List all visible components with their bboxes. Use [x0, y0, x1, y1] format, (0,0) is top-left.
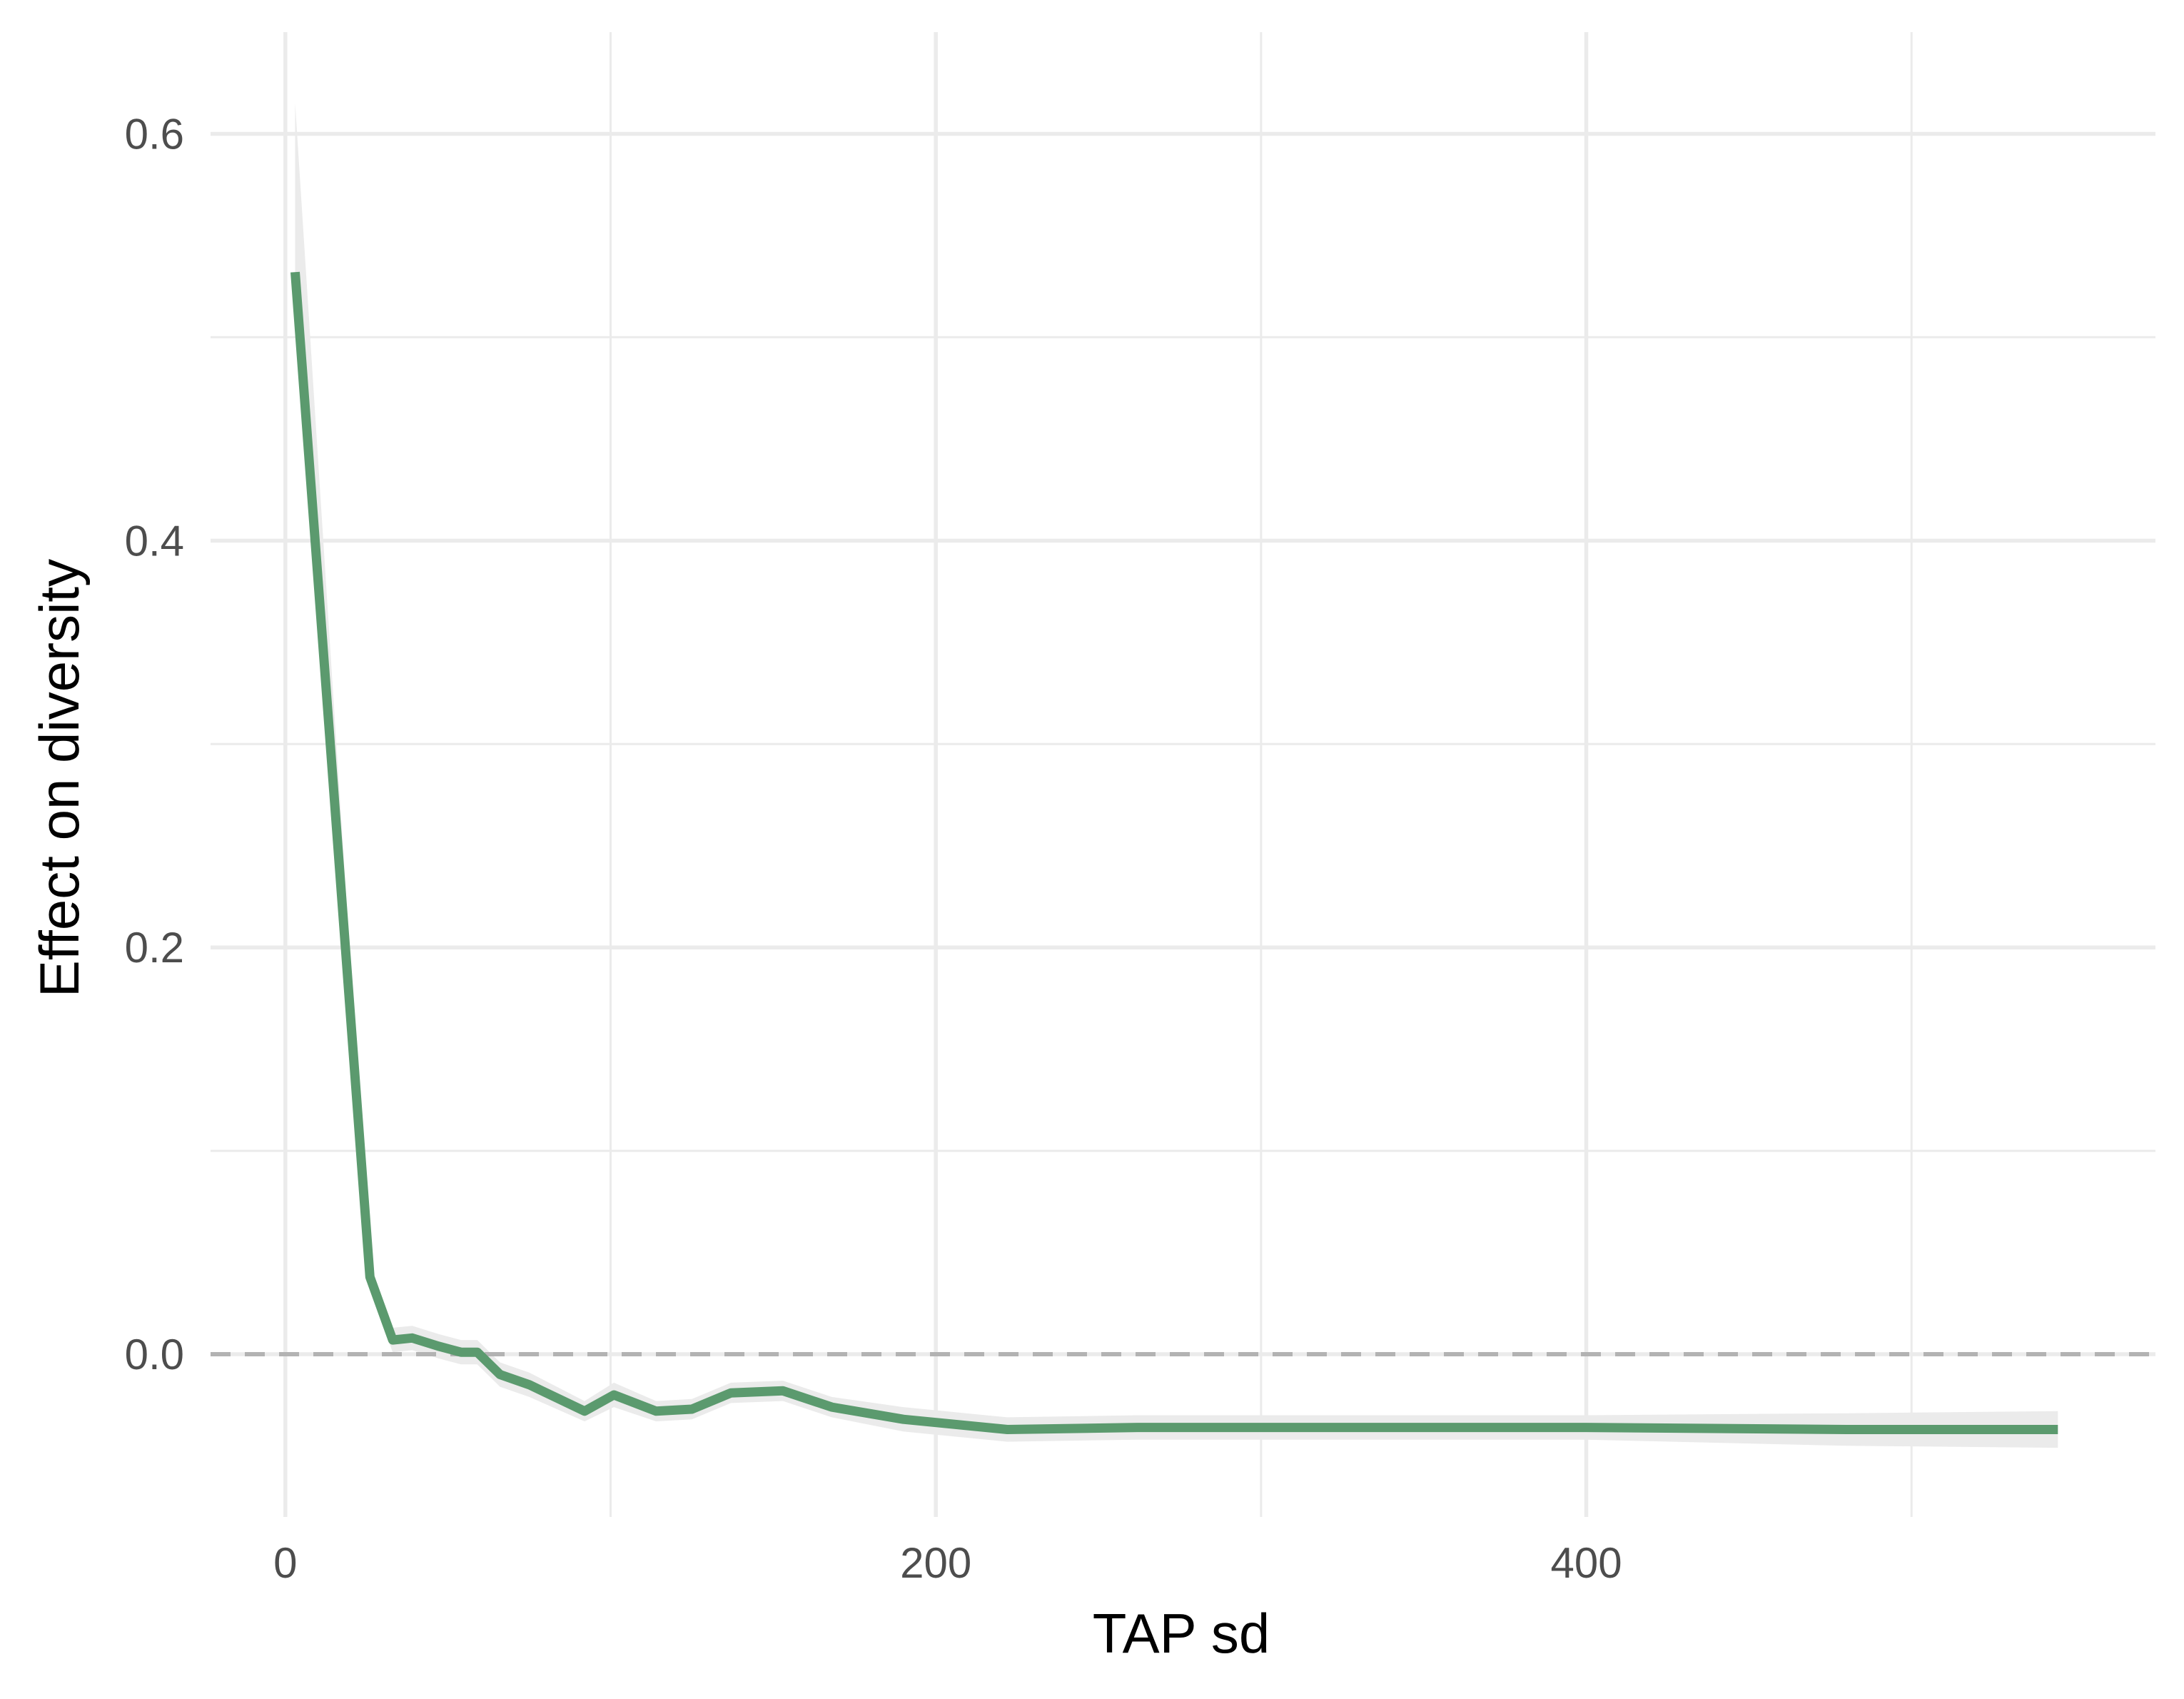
major-gridlines [211, 32, 2155, 1517]
y-tick-label: 0.6 [125, 110, 184, 158]
effect-line [290, 271, 2058, 1434]
y-tick-label: 0.0 [125, 1331, 184, 1378]
confidence-band [295, 103, 2058, 1448]
x-tick-label: 400 [1550, 1539, 1622, 1587]
confidence-band-layer [295, 103, 2058, 1448]
x-tick-label: 200 [900, 1539, 971, 1587]
y-tick-label: 0.2 [125, 924, 184, 972]
x-axis-title: TAP sd [1093, 1602, 1270, 1665]
x-tick-label: 0 [273, 1539, 297, 1587]
y-tick-label: 0.4 [125, 517, 184, 565]
y-axis-title: Effect on diversity [28, 559, 91, 997]
minor-gridlines [211, 32, 2155, 1517]
x-tick-labels: 0 200 400 [273, 1539, 1622, 1587]
series-line-layer [290, 271, 2058, 1434]
y-tick-labels: 0.0 0.2 0.4 0.6 [125, 110, 184, 1378]
